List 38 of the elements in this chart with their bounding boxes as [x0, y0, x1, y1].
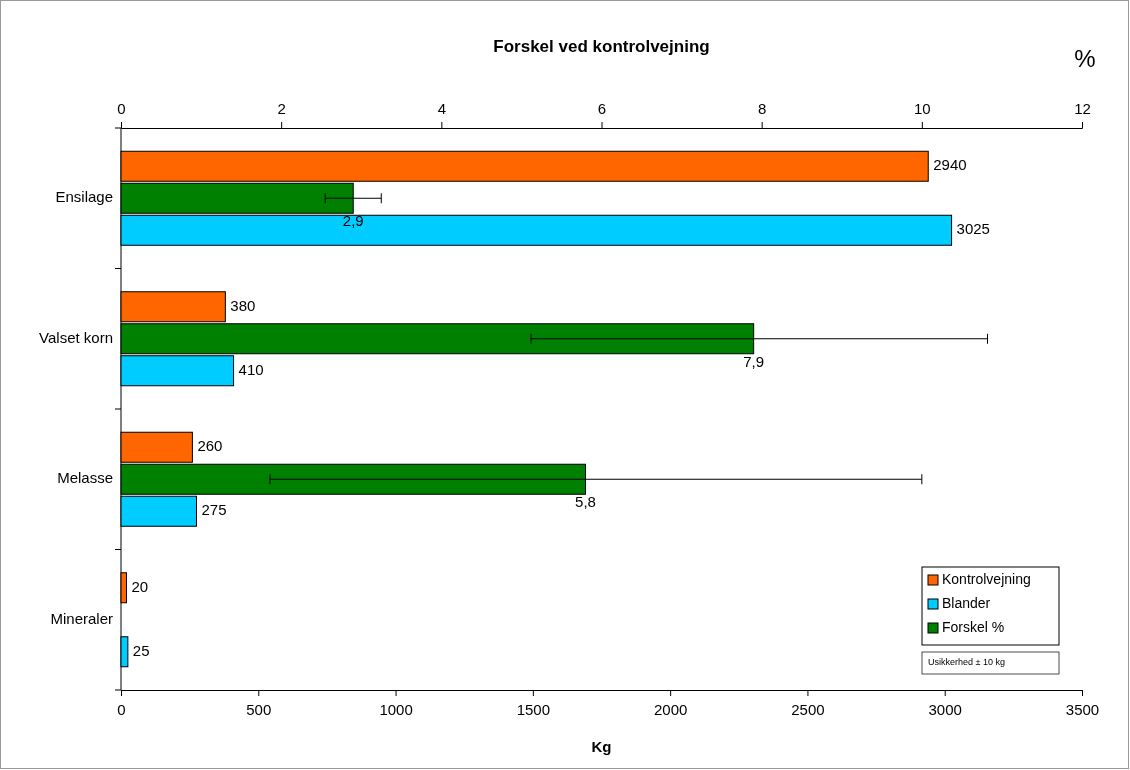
y-tick-label: Melasse: [57, 469, 113, 487]
x2-tick-label: 12: [1074, 100, 1091, 117]
legend-label: Forskel %: [942, 618, 1005, 635]
x-tick-label: 3500: [1065, 700, 1100, 718]
x-tick-label: 1000: [379, 700, 413, 718]
x-tick-label: 3000: [928, 700, 962, 718]
x-tick-label: 0: [117, 700, 126, 718]
x-axis-title: Kg: [591, 738, 612, 755]
chart-title: Forskel ved kontrolvejning: [493, 37, 710, 56]
data-label: 410: [238, 360, 264, 378]
data-label: 2,9: [342, 212, 364, 230]
data-label: 3025: [956, 220, 990, 238]
data-label: 20: [131, 577, 149, 595]
legend-label: Blander: [942, 594, 991, 611]
x2-tick-label: 4: [437, 100, 447, 117]
x2-tick-label: 6: [597, 100, 607, 117]
data-label: 25: [132, 641, 150, 659]
x2-tick-label: 2: [277, 100, 286, 117]
x2-axis-title: %: [1074, 45, 1096, 72]
y-tick-label: Valset korn: [39, 328, 113, 346]
annotation: Usikkerhed ± 10 kg: [928, 657, 1005, 668]
data-label: 380: [230, 296, 256, 314]
data-label: 7,9: [743, 352, 765, 370]
data-label: 2940: [933, 156, 967, 174]
data-label: 5,8: [575, 493, 596, 511]
x-tick-label: 1500: [516, 700, 551, 718]
x-tick-label: 2000: [653, 700, 688, 718]
note-box: Usikkerhed ± 10 kg: [921, 651, 1060, 675]
x2-tick-label: 0: [117, 100, 126, 117]
x-tick-label: 500: [246, 700, 272, 718]
x-tick-label: 2500: [791, 700, 825, 718]
data-label: 260: [197, 437, 223, 455]
y-tick-label: Ensilage: [55, 188, 113, 206]
x2-tick-label: 10: [913, 100, 931, 117]
x2-tick-label: 8: [757, 100, 767, 117]
legend-label: Kontrolvejning: [942, 570, 1031, 587]
y-tick-label: Mineraler: [50, 609, 113, 627]
data-label: 275: [201, 501, 227, 519]
